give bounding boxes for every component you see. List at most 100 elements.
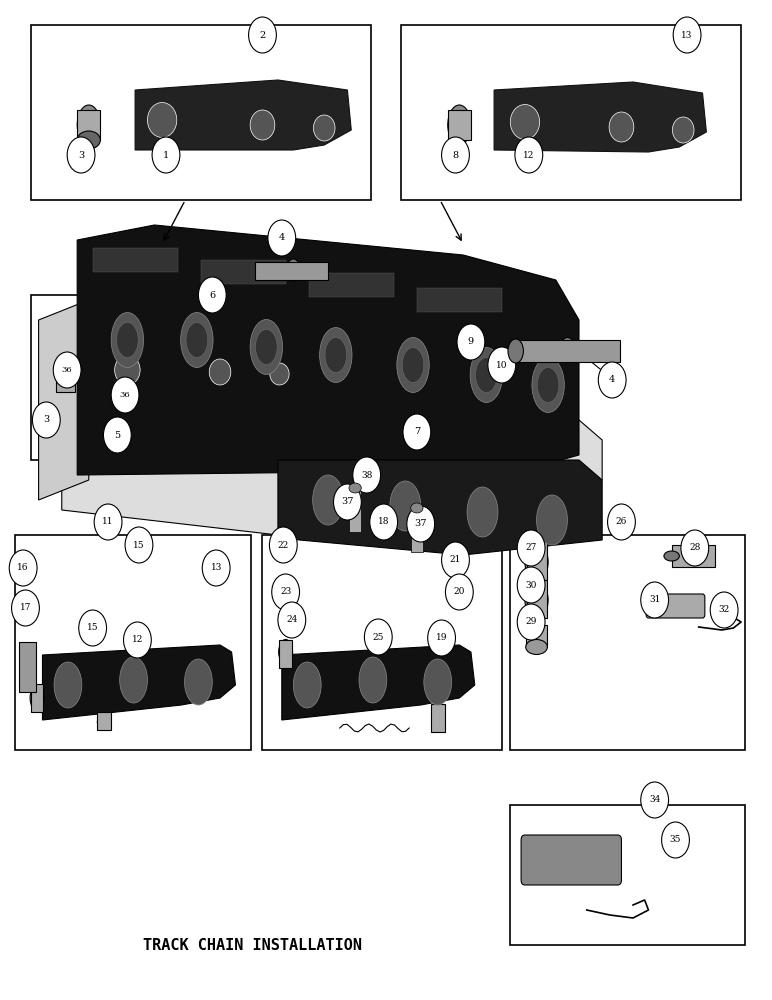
Ellipse shape — [30, 686, 44, 710]
Bar — [309, 273, 394, 297]
Circle shape — [198, 277, 226, 313]
Text: TRACK CHAIN INSTALLATION: TRACK CHAIN INSTALLATION — [143, 938, 362, 952]
Ellipse shape — [186, 322, 208, 358]
Circle shape — [710, 592, 738, 628]
Ellipse shape — [56, 358, 75, 392]
Ellipse shape — [181, 312, 213, 367]
Text: 31: 31 — [649, 595, 660, 604]
Ellipse shape — [537, 495, 567, 545]
Circle shape — [94, 504, 122, 540]
Circle shape — [641, 582, 669, 618]
Ellipse shape — [424, 659, 452, 705]
Ellipse shape — [325, 338, 347, 372]
Circle shape — [364, 619, 392, 655]
Circle shape — [598, 362, 626, 398]
Bar — [510, 535, 745, 750]
Circle shape — [32, 402, 60, 438]
Circle shape — [152, 137, 180, 173]
Bar — [19, 642, 36, 692]
Text: 3: 3 — [78, 150, 84, 159]
Text: 8: 8 — [452, 150, 459, 159]
Circle shape — [662, 822, 689, 858]
Circle shape — [517, 604, 545, 640]
Ellipse shape — [508, 339, 523, 363]
Circle shape — [53, 352, 81, 388]
Ellipse shape — [256, 330, 277, 364]
FancyBboxPatch shape — [521, 835, 621, 885]
Ellipse shape — [470, 348, 503, 402]
Ellipse shape — [525, 543, 548, 581]
Text: 35: 35 — [670, 836, 681, 844]
Ellipse shape — [359, 657, 387, 703]
Text: 36: 36 — [120, 391, 130, 399]
Circle shape — [125, 527, 153, 563]
Bar — [401, 25, 741, 200]
Bar — [93, 248, 178, 272]
Circle shape — [334, 484, 361, 520]
Text: 27: 27 — [526, 544, 537, 552]
Text: 38: 38 — [361, 471, 372, 480]
Ellipse shape — [461, 342, 480, 358]
Circle shape — [641, 782, 669, 818]
Circle shape — [403, 414, 431, 450]
Circle shape — [249, 17, 276, 53]
Text: 23: 23 — [280, 587, 291, 596]
Polygon shape — [62, 420, 602, 535]
Ellipse shape — [476, 358, 497, 392]
Ellipse shape — [532, 358, 564, 412]
Circle shape — [517, 530, 545, 566]
Bar — [526, 625, 547, 647]
Bar — [97, 712, 111, 730]
Ellipse shape — [402, 348, 424, 382]
Polygon shape — [494, 82, 706, 152]
Ellipse shape — [684, 549, 706, 561]
Ellipse shape — [270, 363, 289, 385]
Text: 2: 2 — [259, 30, 266, 39]
Ellipse shape — [54, 662, 82, 708]
Ellipse shape — [286, 259, 300, 281]
Circle shape — [12, 590, 39, 626]
Ellipse shape — [279, 640, 293, 664]
Circle shape — [445, 574, 473, 610]
Polygon shape — [42, 645, 235, 720]
Circle shape — [79, 610, 107, 646]
Text: 36: 36 — [62, 366, 73, 374]
Bar — [510, 805, 745, 945]
Circle shape — [517, 567, 545, 603]
Ellipse shape — [537, 367, 559, 402]
Bar — [31, 295, 317, 460]
Circle shape — [111, 377, 139, 413]
Ellipse shape — [510, 104, 540, 139]
Ellipse shape — [97, 718, 111, 726]
Circle shape — [124, 622, 151, 658]
Text: 16: 16 — [18, 564, 29, 572]
Circle shape — [515, 137, 543, 173]
Text: 17: 17 — [20, 603, 31, 612]
Ellipse shape — [77, 105, 100, 145]
Text: 29: 29 — [526, 617, 537, 626]
Bar — [31, 684, 43, 712]
Text: 21: 21 — [450, 556, 461, 564]
Bar — [201, 260, 286, 284]
Circle shape — [457, 324, 485, 360]
Ellipse shape — [120, 657, 147, 703]
Text: 32: 32 — [719, 605, 730, 614]
Text: 22: 22 — [278, 540, 289, 550]
Bar — [349, 488, 361, 532]
Text: 6: 6 — [209, 290, 215, 300]
Bar — [527, 580, 547, 618]
Bar — [417, 288, 502, 312]
Ellipse shape — [390, 481, 421, 531]
Bar — [279, 640, 292, 668]
Text: 13: 13 — [211, 564, 222, 572]
Ellipse shape — [526, 624, 547, 640]
Text: 34: 34 — [649, 796, 660, 804]
Ellipse shape — [114, 355, 141, 385]
Bar — [411, 508, 423, 552]
Bar — [15, 535, 251, 750]
Ellipse shape — [209, 359, 231, 385]
Bar — [56, 362, 75, 392]
Ellipse shape — [147, 103, 177, 137]
Text: 7: 7 — [414, 428, 420, 436]
Bar — [448, 110, 471, 140]
